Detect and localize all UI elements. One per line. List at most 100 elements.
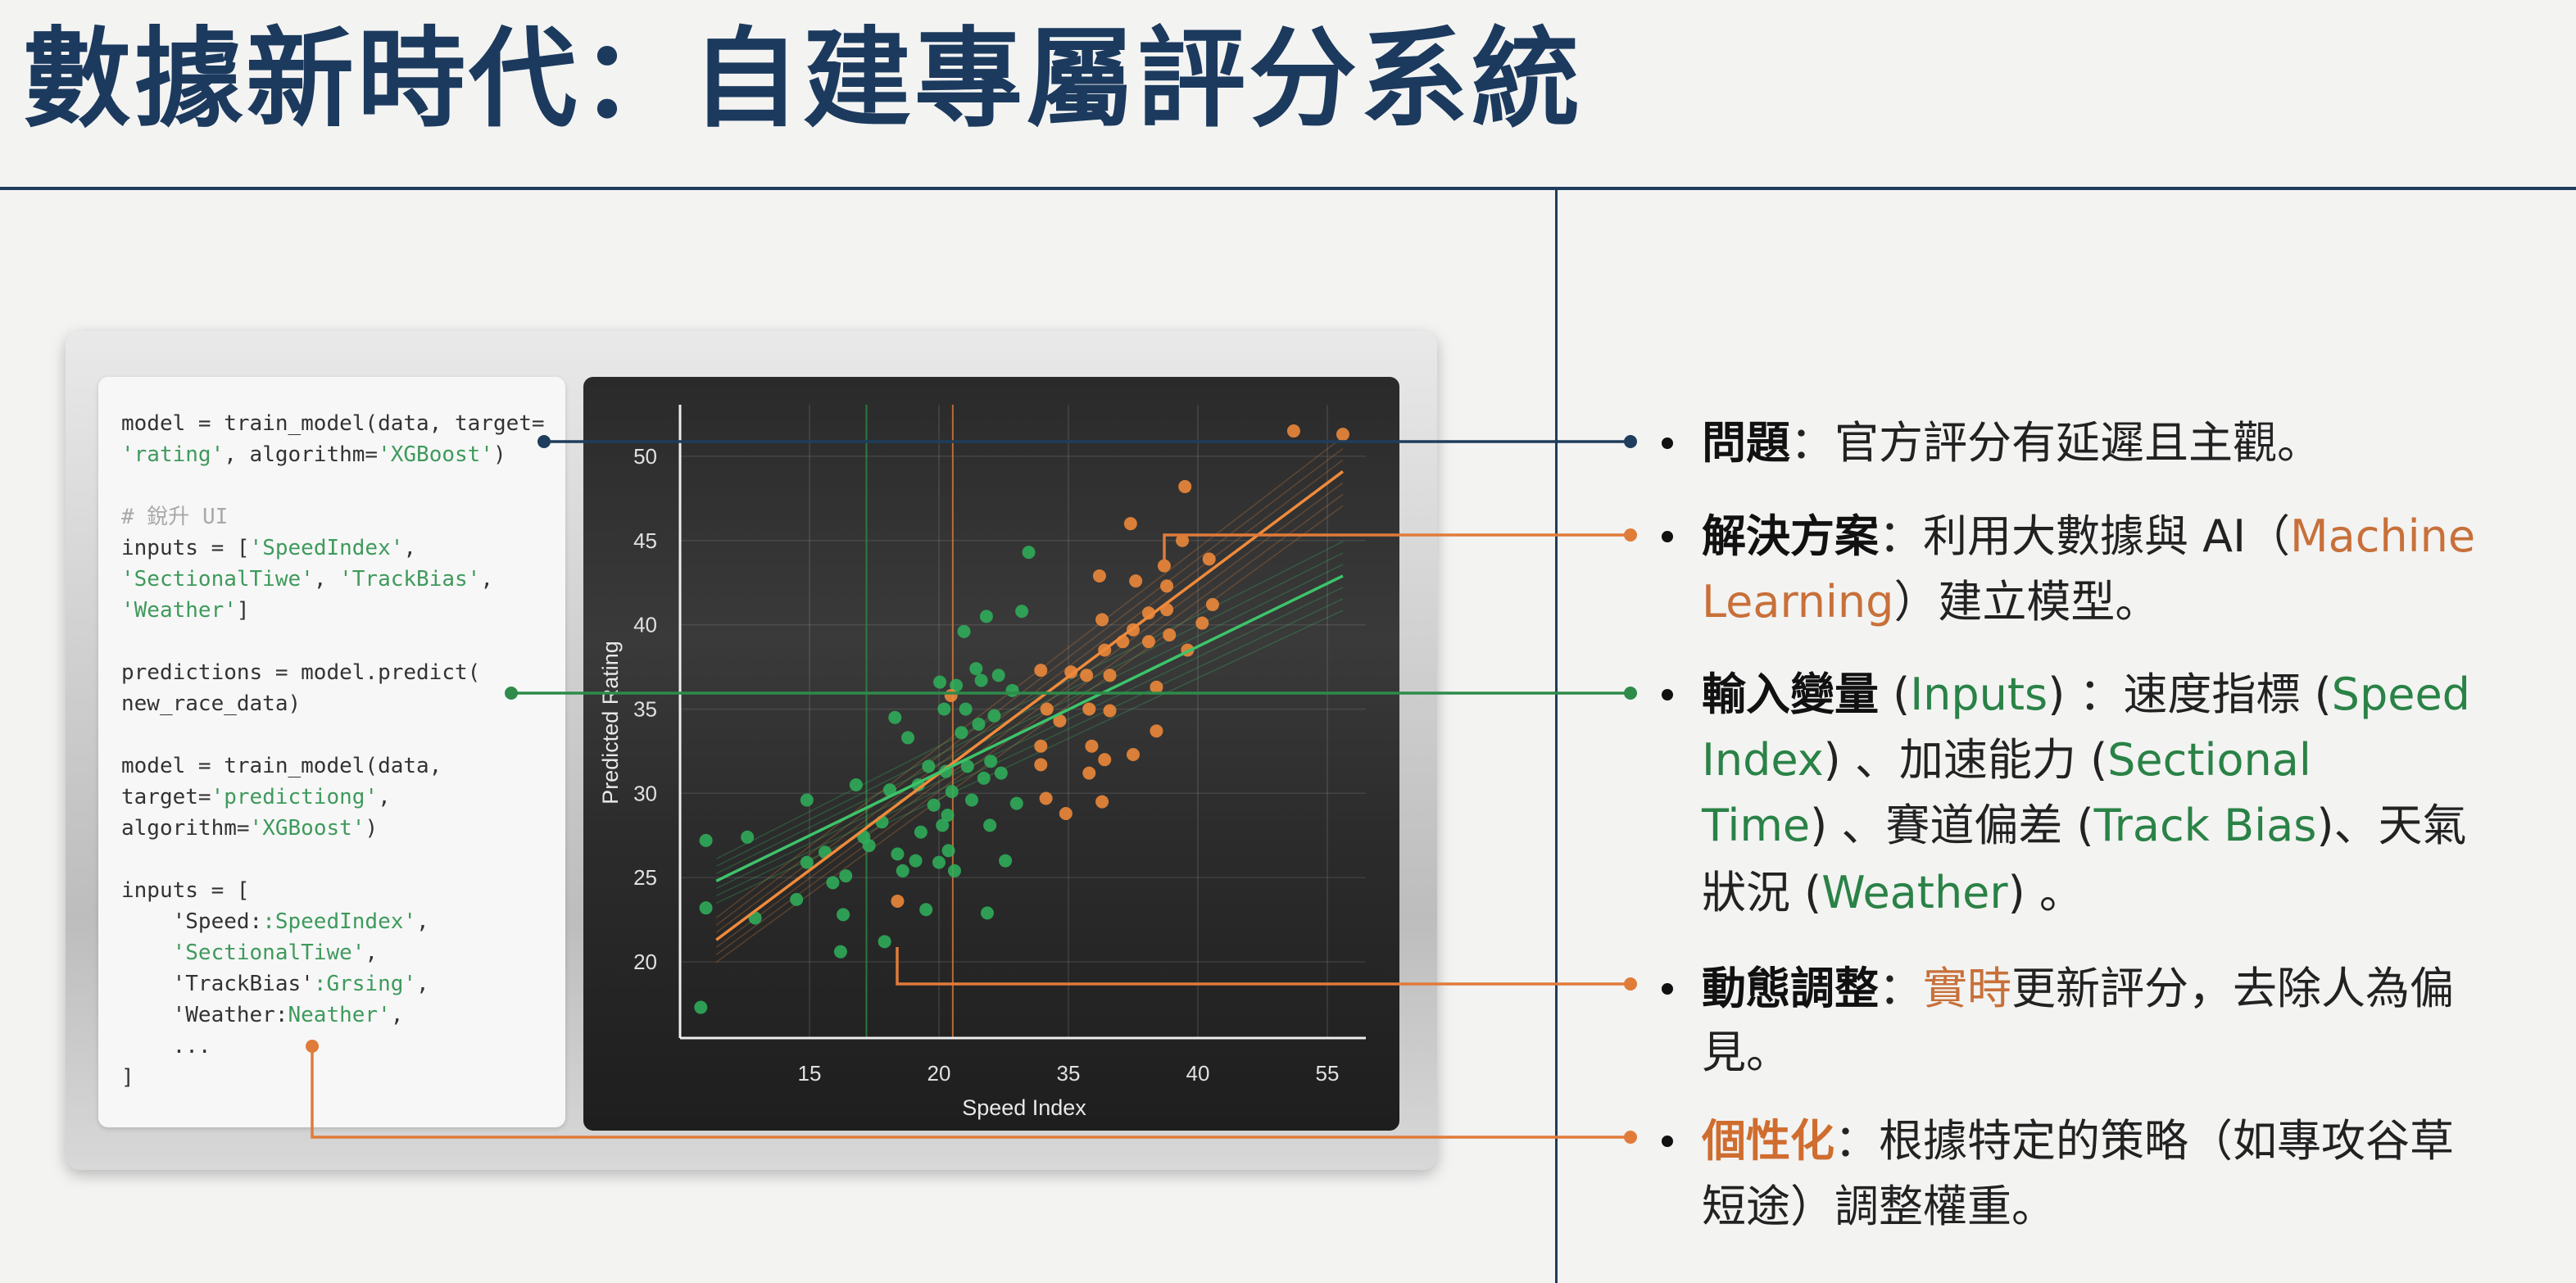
code-token: ,: [480, 567, 493, 592]
data-point: [1082, 702, 1096, 716]
code-line: ]: [121, 1062, 545, 1093]
code-line: predictions = model.predict(: [121, 657, 545, 688]
data-point: [790, 892, 804, 906]
code-line: algorithm='XGBoost'): [121, 813, 545, 844]
y-tick-label: 20: [633, 950, 657, 974]
trend-band-line: [715, 598, 1344, 896]
data-point: [932, 855, 946, 869]
data-point: [1141, 635, 1155, 649]
bullet-text: ) ：速度指標 (: [2048, 669, 2332, 720]
trend-band-line: [715, 493, 1344, 955]
data-point: [839, 869, 853, 883]
data-point: [896, 864, 909, 877]
code-panel: model = train_model(data, target= 'rating…: [98, 377, 565, 1127]
trend-band-line: [715, 447, 1344, 926]
data-point: [983, 818, 997, 832]
code-token: ): [492, 442, 506, 467]
bullet-text: Learning: [1702, 576, 1894, 628]
data-point: [959, 702, 973, 716]
bullet-dot: [1662, 689, 1673, 700]
code-token: ,: [403, 536, 417, 560]
trend-band-line: [715, 541, 1344, 859]
data-point: [1034, 664, 1048, 678]
x-tick-label: 35: [1057, 1061, 1081, 1086]
data-point: [933, 675, 947, 689]
bullet-dot: [1662, 1136, 1673, 1147]
data-point: [741, 830, 755, 844]
bullet-line: 解決方案：利用大數據與 AI（Machine: [1702, 504, 2475, 569]
bullet-line: 短途）調整權重。: [1702, 1174, 2056, 1240]
data-point: [1009, 796, 1023, 810]
data-point: [1053, 714, 1067, 728]
data-point: [991, 669, 1005, 682]
data-point: [1150, 680, 1163, 694]
data-point: [800, 855, 814, 869]
code-token: target=: [121, 785, 211, 809]
data-point: [987, 709, 1001, 723]
data-point: [1005, 683, 1019, 697]
bullet-text: Speed: [2331, 669, 2470, 720]
data-point: [1095, 613, 1109, 627]
code-token: 'predictiong': [211, 785, 379, 809]
trend-line: [715, 574, 1344, 882]
data-point: [1092, 569, 1106, 583]
bullet-dot: [1662, 983, 1673, 995]
data-point: [882, 783, 896, 797]
trend-band-line: [715, 587, 1344, 889]
y-tick-label: 45: [633, 528, 657, 553]
code-token: 'Weather:: [121, 1003, 288, 1027]
bullet-text: Index: [1702, 734, 1824, 786]
data-point: [922, 759, 936, 773]
code-line: target='predictiong',: [121, 782, 545, 813]
data-point: [999, 854, 1013, 868]
data-point: [1163, 628, 1177, 642]
data-point: [984, 755, 998, 768]
connector-dot: [1624, 977, 1637, 991]
data-point: [1127, 747, 1140, 761]
bullet-text: ) 、賽道偏差 (: [1810, 800, 2094, 851]
bullet-text: 個性化: [1702, 1115, 1834, 1167]
code-token: 'TrackBias': [121, 972, 314, 996]
data-point: [950, 678, 964, 692]
bullet-line: Learning）建立模型。: [1702, 569, 2159, 635]
data-point: [936, 818, 950, 832]
bullet-text: 見。: [1702, 1027, 1790, 1078]
data-point: [849, 778, 863, 792]
chart-svg: 15 20 35 40 55 20 25 30 35 40 45 50 Speed Index Predi…: [598, 405, 1366, 1120]
data-point: [878, 935, 891, 949]
data-point: [1022, 546, 1036, 560]
data-point: [979, 610, 993, 623]
data-point: [1040, 702, 1054, 716]
bullet-text: 動態調整: [1702, 963, 1879, 1014]
data-point: [977, 771, 991, 785]
bullet-line: 見。: [1702, 1020, 1790, 1086]
bullet-line: 個性化：根據特定的策略（如專攻谷草: [1702, 1108, 2454, 1174]
data-point: [980, 906, 994, 920]
code-line: 'Speed::SpeedIndex',: [121, 906, 545, 937]
trend-band-line: [715, 552, 1344, 867]
code-line: [121, 719, 545, 750]
bullet-text: ）建立模型。: [1893, 576, 2160, 628]
code-line: 'rating', algorithm='XGBoost'): [121, 439, 545, 470]
code-token: 'Speed:: [121, 909, 263, 934]
code-token: 'XGBoost': [378, 442, 493, 467]
data-point: [1176, 533, 1190, 547]
code-token: :SpeedIndex': [262, 909, 417, 934]
bullet-text: 問題: [1702, 417, 1790, 469]
data-point: [957, 624, 971, 638]
connector-dot: [1624, 687, 1637, 700]
data-point: [1059, 806, 1073, 820]
bullet-text: ：利用大數據與 AI（: [1879, 510, 2291, 562]
y-tick-label: 25: [633, 865, 657, 890]
code-token: ]: [236, 598, 250, 623]
data-point: [944, 688, 958, 702]
data-point: [927, 798, 941, 812]
x-tick-label: 55: [1316, 1061, 1340, 1086]
y-tick-label: 50: [633, 444, 657, 469]
code-block: model = train_model(data, target= 'rating…: [121, 408, 545, 1093]
data-point: [891, 847, 905, 861]
data-point: [1157, 559, 1171, 573]
bullet-text: )、天氣: [2316, 800, 2467, 851]
data-point: [1039, 791, 1053, 805]
bullet-text: 更新評分，去除人為偏: [2011, 963, 2454, 1014]
